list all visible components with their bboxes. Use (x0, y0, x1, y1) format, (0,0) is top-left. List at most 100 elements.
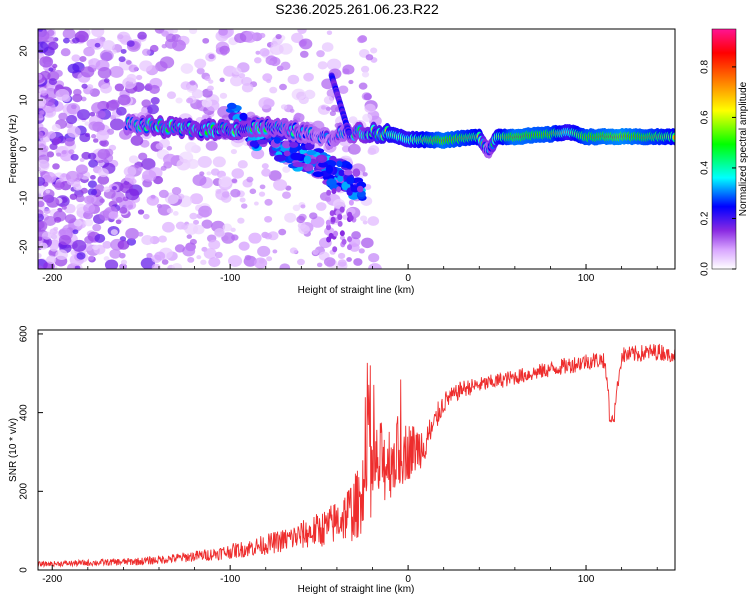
spectrogram-noise-blob (189, 212, 198, 220)
spectrogram-noise-blob (117, 94, 131, 106)
spectrogram-noise-blob (155, 143, 164, 150)
spectrogram-streak-blob (273, 154, 286, 162)
spectrogram-noise-blob (171, 263, 183, 269)
spectrogram-noise-blob (161, 43, 167, 49)
spectrogram-noise-blob (361, 237, 374, 249)
spectrogram-streak-blob (346, 176, 355, 185)
spectrogram-noise-blob (87, 188, 98, 197)
spectrogram-noise-blob (49, 143, 58, 151)
spectrogram-streak-blob (249, 140, 259, 148)
colorbar-label: Normalized spectral amplitude (738, 81, 749, 216)
spectrogram-noise-blob (197, 155, 212, 168)
spectrogram-tail-blob (326, 236, 332, 243)
spectrogram-noise-blob (174, 244, 185, 253)
spectrogram-noise-blob (90, 174, 96, 180)
spectrogram-noise-blob (114, 83, 125, 92)
spectrogram-noise-blob (171, 29, 178, 34)
spectrogram-noise-blob (282, 166, 291, 173)
spectrogram-noise-blob (171, 39, 186, 52)
spectrogram-noise-blob (264, 232, 273, 240)
spectrogram-noise-blob (158, 189, 169, 199)
snr-y-ticks: 0 200 400 600 (19, 325, 43, 573)
spectrogram-streak-blob (306, 149, 317, 156)
spectrogram-noise-blob (109, 248, 122, 259)
spectrogram-streak-blob (290, 152, 302, 161)
spectrogram-noise-blob (115, 219, 122, 225)
spectrogram-noise-blob (160, 165, 167, 171)
spectrogram-noise-blob (137, 31, 147, 40)
spectrogram-noise-blob (150, 97, 160, 105)
spectrogram-noise-blob (140, 257, 156, 269)
spectrogram-streak-blob (239, 112, 248, 121)
spectrogram-noise-blob (297, 258, 305, 266)
spectrogram-noise-blob (187, 256, 195, 263)
spectrogram-streak-blob (312, 171, 324, 178)
spectrogram-noise-blob (84, 218, 94, 227)
spectrogram-noise-blob (40, 90, 48, 96)
spectrogram-noise-blob (73, 88, 82, 96)
spectrogram-noise-blob (72, 239, 87, 252)
spectrogram-noise-blob (87, 180, 98, 188)
spectrogram-noise-blob (326, 58, 342, 71)
spectrogram-noise-blob (203, 248, 217, 259)
spectrogram-noise-blob (348, 116, 358, 124)
snr-y-tick-label: 0 (19, 567, 30, 573)
spectrogram-noise-blob (291, 32, 304, 44)
spectrogram-noise-blob (294, 112, 302, 119)
spectrogram-noise-blob (62, 29, 76, 40)
spectrogram-streak-blob (289, 146, 299, 153)
spectrogram-noise-blob (72, 93, 83, 103)
spectrogram-tail-blob (331, 188, 337, 195)
spectrogram-noise-blob (192, 174, 207, 187)
spectrogram-noise-blob (126, 40, 135, 47)
spectrogram-noise-blob (76, 252, 86, 260)
spectrogram-noise-blob (71, 54, 81, 62)
spectrogram-noise-blob (39, 56, 54, 68)
spectrogram-noise-blob (273, 179, 288, 191)
spectrogram-streak-blob (273, 137, 281, 144)
spectrogram-tail-blob (339, 206, 345, 213)
spectrogram-noise-blob (162, 221, 175, 233)
spectrogram-noise-blob (54, 69, 63, 78)
snr-x-tick-label: 100 (578, 574, 595, 585)
spectrogram-noise-blob (51, 123, 61, 132)
spectrogram-noise-blob (61, 150, 67, 155)
spectrogram-noise-blob (81, 96, 87, 102)
spectrogram-noise-blob (172, 211, 179, 216)
spectrogram-noise-blob (58, 112, 68, 121)
spectrogram-noise-blob (330, 104, 340, 112)
spectrogram-noise-blob (177, 193, 185, 200)
spectrogram-noise-blob (213, 228, 226, 238)
spectrogram-noise-blob (87, 152, 97, 160)
spectrogram-tail-blob (326, 189, 332, 196)
spectrogram-noise-blob (324, 196, 332, 202)
spectrogram-noise-blob (117, 240, 130, 250)
spectrogram-noise-blob (218, 175, 233, 188)
spectrogram-noise-blob (71, 104, 77, 110)
spectrogram-noise-blob (255, 50, 261, 55)
spectrogram-noise-blob (38, 200, 45, 208)
spectrogram-noise-blob (67, 126, 81, 138)
spectrogram-noise-blob (46, 255, 57, 264)
spectrogram-noise-blob (77, 109, 91, 121)
spectrogram-tail-blob (326, 224, 332, 231)
spectrogram-noise-blob (316, 50, 325, 58)
spectrogram-noise-blob (246, 176, 254, 183)
spectrogram-noise-blob (130, 135, 144, 146)
spectrogram-noise-blob (360, 215, 368, 222)
spectrogram-noise-blob (231, 178, 238, 184)
spectrogram-noise-blob (146, 195, 160, 206)
spectrogram-noise-blob (320, 105, 327, 110)
spectrogram-noise-blob (287, 74, 300, 85)
spectrogram-noise-blob (218, 29, 228, 36)
spectrogram-noise-blob (55, 152, 62, 157)
spectrogram-ridge-core (672, 134, 675, 140)
spectrogram-noise-blob (184, 141, 198, 153)
snr-series-line (38, 343, 675, 568)
spectrogram-noise-blob (141, 99, 151, 108)
spectrogram-noise-blob (357, 36, 366, 44)
spectrogram-tail-blob (336, 186, 342, 193)
spectrogram-noise-blob (219, 92, 228, 99)
spectrogram-noise-blob (99, 49, 114, 62)
spectrogram-noise-blob (118, 56, 126, 63)
